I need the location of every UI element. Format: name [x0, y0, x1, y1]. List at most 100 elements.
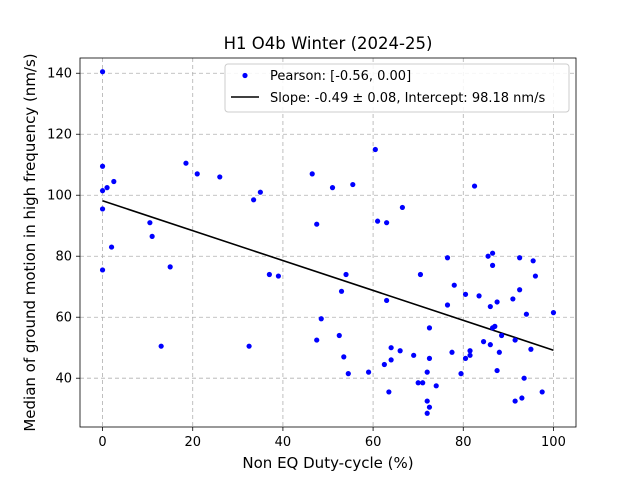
data-point	[467, 348, 473, 354]
legend-label-pearson: Pearson: [-0.56, 0.00]	[270, 69, 411, 84]
data-point	[487, 342, 493, 348]
data-point	[519, 395, 525, 401]
data-point	[489, 262, 496, 268]
axes-frame	[79, 57, 577, 428]
x-tick-label: 0	[98, 435, 106, 450]
data-point	[257, 189, 263, 195]
data-point	[275, 273, 281, 279]
data-point	[336, 332, 342, 339]
data-point	[517, 255, 523, 261]
chart-title: H1 O4b Winter (2024-25)	[224, 34, 433, 53]
data-point	[217, 174, 223, 180]
data-point	[489, 250, 496, 256]
data-point	[517, 287, 523, 293]
data-point	[314, 221, 320, 227]
data-point	[530, 258, 536, 264]
data-point	[462, 291, 469, 297]
data-point	[108, 244, 115, 250]
data-point	[194, 171, 200, 177]
data-point	[539, 389, 545, 395]
data-point	[147, 220, 153, 226]
data-point	[266, 271, 272, 278]
data-point	[158, 343, 164, 349]
x-tick-label: 80	[455, 435, 472, 450]
data-point	[424, 398, 430, 404]
data-point	[329, 185, 336, 191]
x-axis-label: Non EQ Duty-cycle (%)	[242, 454, 413, 472]
data-point	[388, 357, 394, 363]
data-point	[167, 264, 173, 270]
data-point	[424, 369, 430, 375]
data-point	[512, 337, 518, 343]
data-point	[480, 339, 487, 345]
data-point	[467, 352, 473, 358]
data-point	[451, 282, 457, 288]
y-tick-label: 140	[47, 67, 72, 82]
data-point	[499, 332, 505, 339]
data-point	[375, 218, 381, 224]
plot-area: 0 20 40 60 80 100 40 60 80 100 120 140	[47, 57, 577, 450]
data-point	[433, 383, 439, 389]
data-point	[510, 296, 516, 302]
data-point	[99, 163, 106, 169]
data-point	[341, 354, 347, 360]
data-point	[183, 160, 189, 166]
data-point	[471, 183, 478, 189]
legend-point-marker	[242, 72, 248, 79]
data-point	[99, 206, 106, 212]
data-point	[345, 371, 351, 377]
data-point	[444, 302, 451, 308]
y-tick-label: 100	[47, 189, 72, 204]
x-tick-label: 100	[541, 435, 566, 450]
data-point	[381, 361, 387, 368]
data-point	[384, 220, 390, 226]
data-point	[99, 267, 106, 273]
data-point	[494, 367, 500, 374]
legend-label-slope: Slope: -0.49 ± 0.08, Intercept: 98.18 nm…	[270, 91, 545, 106]
data-point	[494, 299, 500, 305]
fit-line-layer	[102, 200, 554, 351]
axes-background	[80, 58, 576, 427]
data-point	[528, 346, 534, 352]
data-point	[476, 293, 482, 299]
data-point	[399, 204, 405, 211]
data-point	[532, 273, 539, 279]
x-tick-label: 40	[275, 435, 292, 450]
data-point	[350, 181, 356, 188]
data-point	[521, 375, 527, 381]
data-point	[104, 185, 110, 191]
fit-line	[102, 200, 554, 351]
data-point	[251, 197, 257, 203]
data-point	[99, 69, 106, 75]
data-point	[365, 369, 372, 375]
data-points	[99, 69, 557, 416]
data-point	[372, 146, 378, 153]
data-point	[386, 389, 392, 395]
data-point	[111, 178, 117, 185]
data-point	[424, 410, 430, 416]
data-point	[246, 343, 252, 349]
data-point	[485, 253, 491, 259]
y-tick-label: 60	[55, 311, 72, 326]
legend-box	[224, 63, 570, 113]
data-point	[550, 310, 557, 316]
data-point	[318, 316, 324, 322]
data-point	[411, 352, 417, 358]
data-point	[523, 311, 530, 317]
data-point	[397, 348, 403, 354]
legend: Pearson: [-0.56, 0.00] Slope: -0.49 ± 0.…	[224, 63, 570, 113]
data-point	[149, 233, 155, 240]
y-tick-label: 80	[55, 250, 72, 265]
data-point	[384, 297, 390, 304]
data-point	[426, 355, 433, 361]
data-point	[444, 255, 451, 261]
data-point	[487, 303, 493, 310]
data-point	[426, 404, 433, 410]
data-point	[343, 271, 349, 278]
data-point	[462, 355, 469, 361]
data-point	[449, 349, 455, 355]
data-point	[496, 349, 502, 355]
data-point	[512, 398, 518, 404]
data-point	[415, 380, 421, 386]
